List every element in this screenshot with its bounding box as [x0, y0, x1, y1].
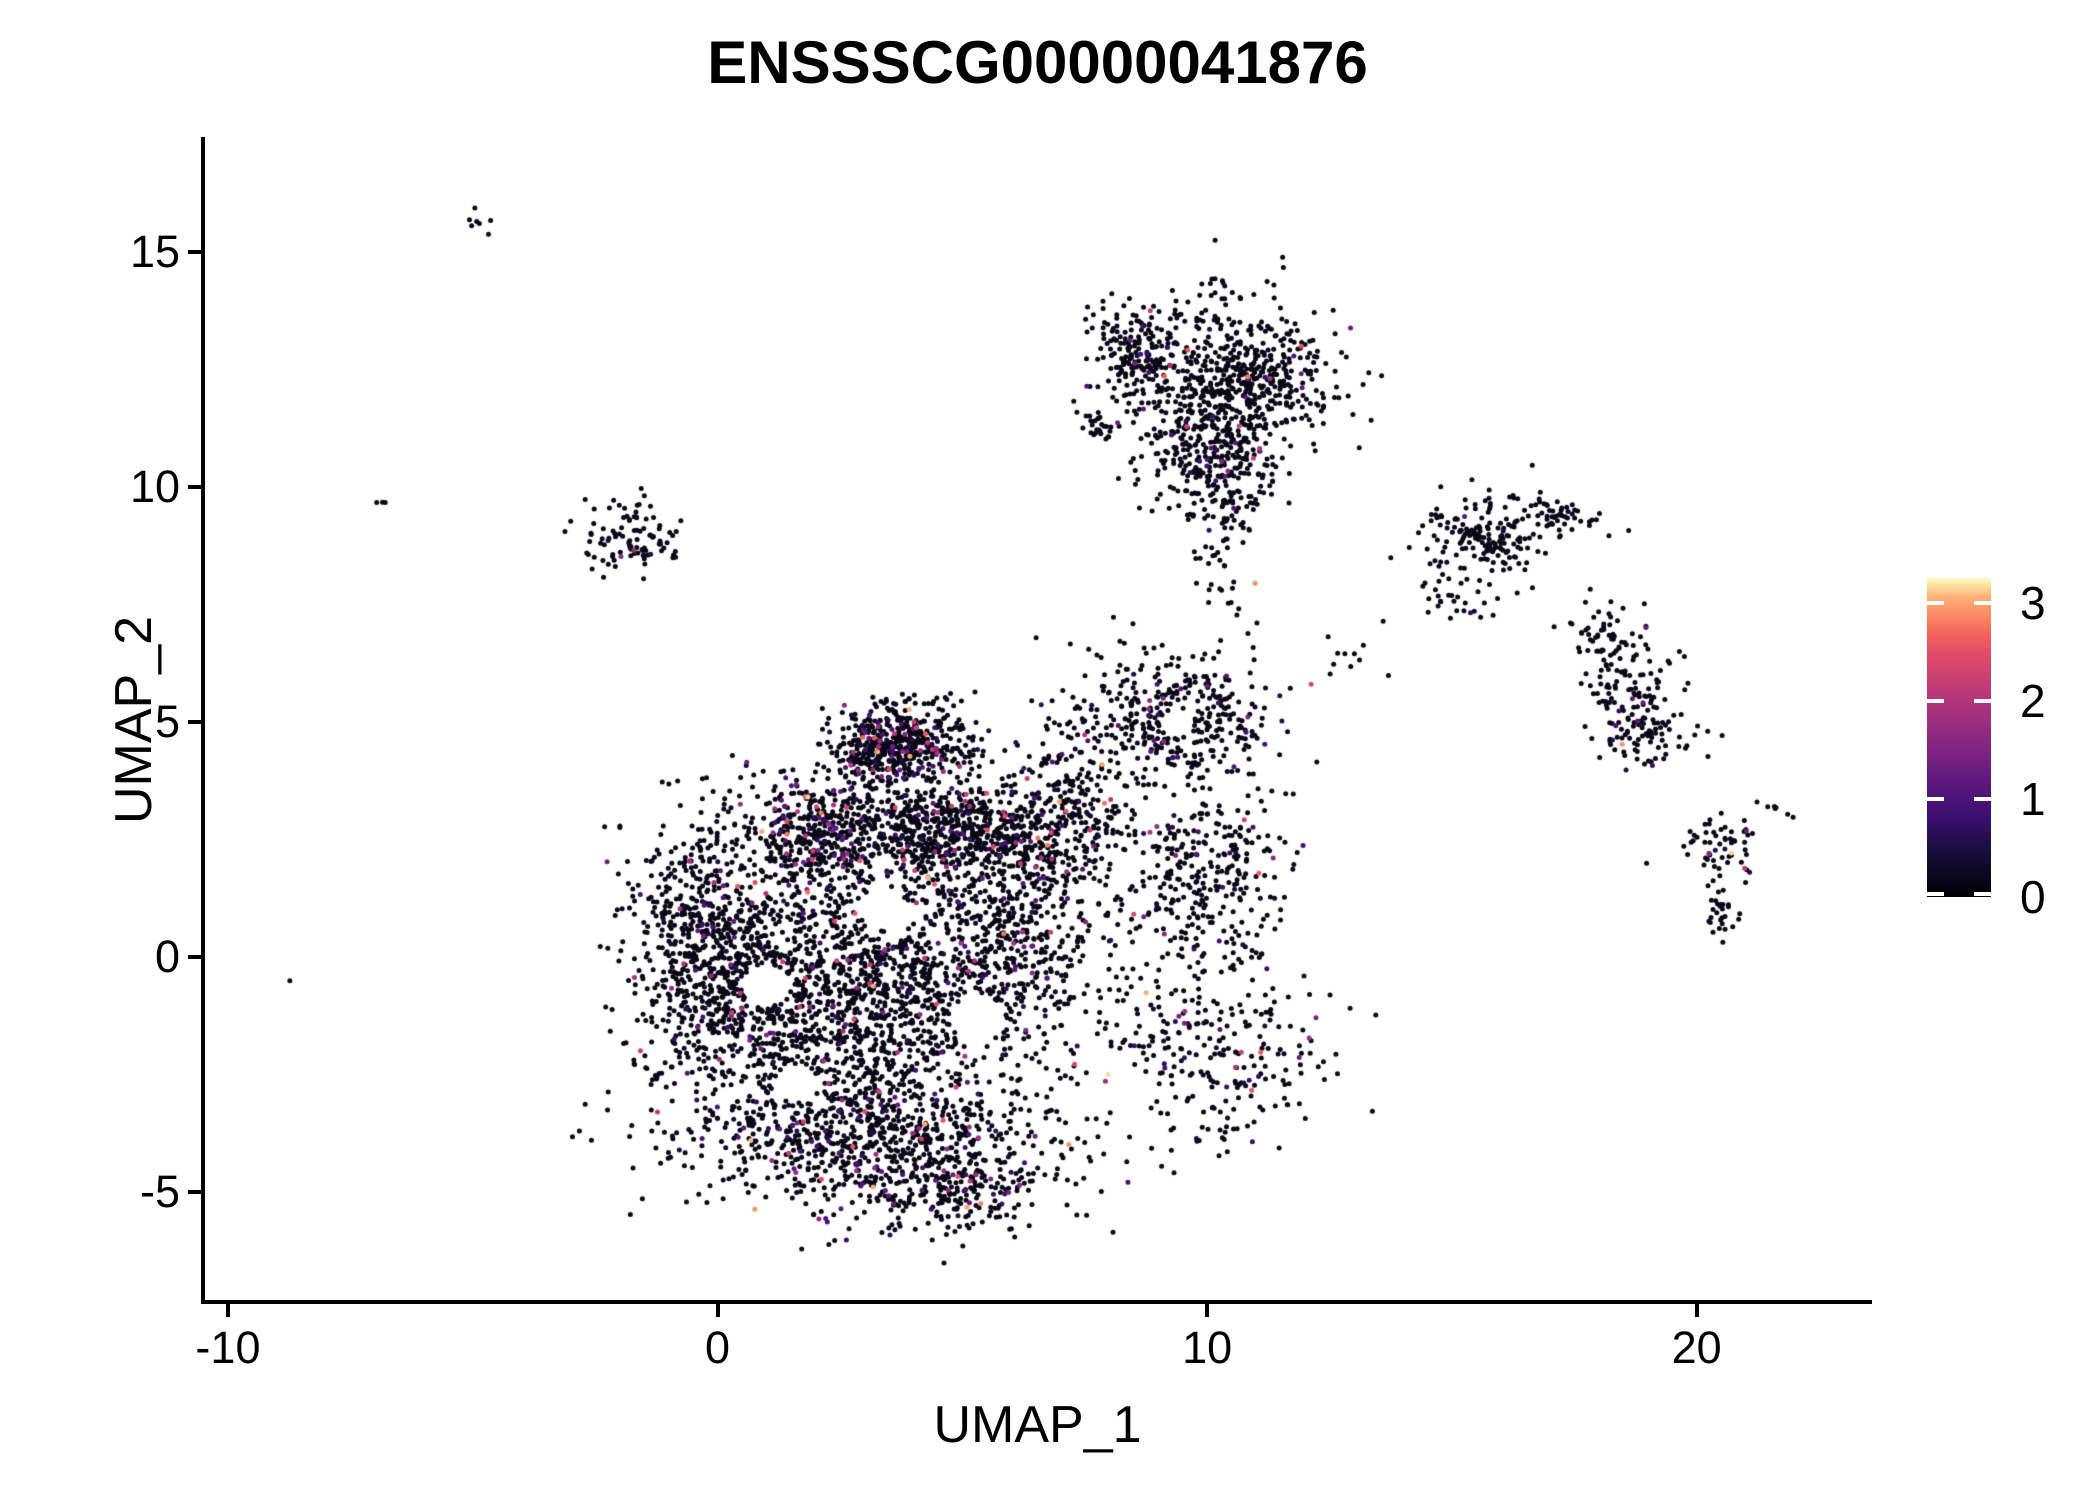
- y-tick-label: 15: [129, 226, 180, 278]
- colorbar-tick-label: 0: [2020, 871, 2046, 923]
- y-tick-mark: [188, 955, 201, 960]
- y-axis-line: [201, 137, 205, 1304]
- x-tick-label: 10: [1182, 1322, 1233, 1373]
- colorbar-tick-dash: [1927, 892, 1944, 896]
- colorbar-tick-label: 2: [2020, 675, 2046, 728]
- y-tick-label: 0: [154, 931, 180, 983]
- expression-colorbar: [1927, 578, 1991, 897]
- x-axis-title: UMAP_1: [933, 1396, 1142, 1454]
- x-tick-mark: [225, 1304, 230, 1317]
- colorbar-tick-dash: [1974, 601, 1991, 606]
- y-tick-mark: [188, 1190, 201, 1195]
- y-tick-mark: [188, 485, 201, 490]
- colorbar-tick-dash: [1927, 699, 1944, 704]
- y-tick-label: 10: [129, 461, 180, 513]
- x-tick-label: 20: [1671, 1322, 1722, 1373]
- colorbar-tick-dash: [1974, 892, 1991, 896]
- x-tick-mark: [1205, 1304, 1210, 1317]
- y-tick-mark: [188, 720, 201, 725]
- colorbar-tick-label: 3: [2020, 577, 2046, 630]
- colorbar-tick-dash: [1927, 601, 1944, 606]
- x-tick-label: 0: [705, 1322, 731, 1373]
- x-axis-line: [201, 1300, 1872, 1304]
- x-tick-mark: [1694, 1304, 1699, 1317]
- colorbar-tick-dash: [1974, 699, 1991, 704]
- x-tick-label: -10: [195, 1322, 261, 1373]
- plot-title: ENSSSCG00000041876: [707, 29, 1368, 96]
- x-tick-mark: [715, 1304, 720, 1317]
- colorbar-tick-dash: [1974, 797, 1991, 802]
- y-tick-label: 5: [154, 696, 180, 748]
- colorbar-tick-label: 1: [2020, 773, 2046, 826]
- y-tick-label: -5: [139, 1166, 180, 1218]
- y-tick-mark: [188, 250, 201, 255]
- colorbar-tick-dash: [1927, 797, 1944, 802]
